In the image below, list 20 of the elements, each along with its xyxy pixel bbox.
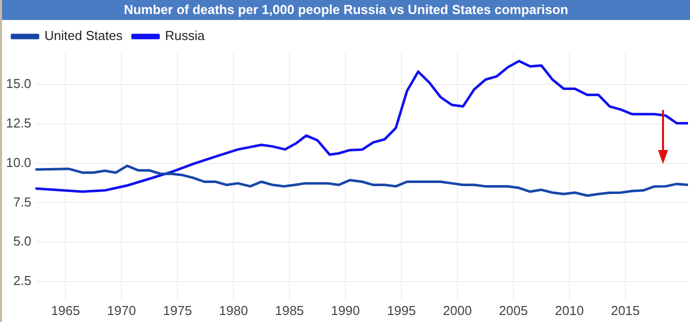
legend-label: Russia bbox=[165, 28, 206, 44]
x-tick-label: 1995 bbox=[386, 302, 416, 318]
x-tick-label: 1970 bbox=[107, 302, 136, 318]
y-tick-label: 7.5 bbox=[13, 194, 32, 210]
y-tick-label: 5.0 bbox=[13, 234, 32, 249]
y-tick-label: 15.0 bbox=[6, 76, 32, 92]
x-tick-label: 2000 bbox=[442, 302, 472, 318]
y-tick-label: 10.0 bbox=[6, 154, 32, 170]
x-tick-label: 1975 bbox=[163, 302, 192, 318]
y-tick-label: 12.5 bbox=[6, 115, 32, 130]
x-tick-label: 1980 bbox=[219, 302, 248, 318]
x-tick-label: 1965 bbox=[51, 302, 80, 318]
y-tick-label: 2.5 bbox=[13, 273, 32, 288]
x-tick-label: 2010 bbox=[554, 302, 584, 318]
x-tick-label: 2005 bbox=[498, 302, 528, 318]
x-tick-label: 1985 bbox=[274, 302, 304, 318]
legend-label: United States bbox=[44, 28, 124, 44]
x-tick-label: 2015 bbox=[610, 302, 640, 318]
x-tick-label: 1990 bbox=[330, 302, 360, 318]
chart-title: Number of deaths per 1,000 people Russia vs United States comparison bbox=[2, 0, 690, 20]
